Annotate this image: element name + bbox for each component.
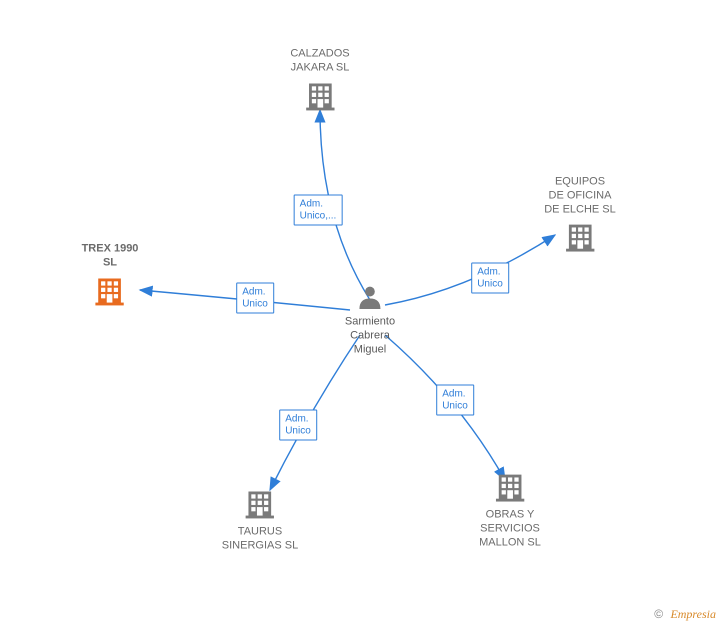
- watermark: © Empresia: [654, 607, 716, 622]
- node-label: Sarmiento Cabrera Miguel: [345, 315, 395, 356]
- diagram-canvas: CALZADOS JAKARA SL EQUIPOS DE OFICINA DE…: [0, 0, 728, 630]
- node-label: OBRAS Y SERVICIOS MALLON SL: [479, 508, 541, 549]
- edge-label-calzados: Adm. Unico,...: [294, 195, 343, 226]
- node-label: EQUIPOS DE OFICINA DE ELCHE SL: [544, 175, 616, 216]
- person-icon: [345, 283, 395, 311]
- node-calzados[interactable]: CALZADOS JAKARA SL: [290, 47, 349, 113]
- center-node[interactable]: Sarmiento Cabrera Miguel: [345, 283, 395, 356]
- copyright-symbol: ©: [654, 607, 663, 621]
- building-icon: [222, 487, 298, 521]
- edge-label-obras: Adm. Unico: [436, 385, 474, 416]
- edge-label-trex: Adm. Unico: [236, 283, 274, 314]
- node-taurus[interactable]: TAURUS SINERGIAS SL: [222, 487, 298, 553]
- edge-label-equipos: Adm. Unico: [471, 263, 509, 294]
- node-obras[interactable]: OBRAS Y SERVICIOS MALLON SL: [479, 470, 541, 549]
- brand-name: Empresia: [670, 607, 716, 621]
- edge-label-taurus: Adm. Unico: [279, 410, 317, 441]
- building-icon: [479, 470, 541, 504]
- node-label: TAURUS SINERGIAS SL: [222, 525, 298, 553]
- building-icon: [82, 274, 139, 308]
- node-equipos[interactable]: EQUIPOS DE OFICINA DE ELCHE SL: [544, 175, 616, 254]
- building-icon: [290, 79, 349, 113]
- node-label: TREX 1990 SL: [82, 242, 139, 270]
- edge-equipos: [385, 235, 555, 305]
- building-icon: [544, 221, 616, 255]
- node-trex[interactable]: TREX 1990 SL: [82, 242, 139, 308]
- node-label: CALZADOS JAKARA SL: [290, 47, 349, 75]
